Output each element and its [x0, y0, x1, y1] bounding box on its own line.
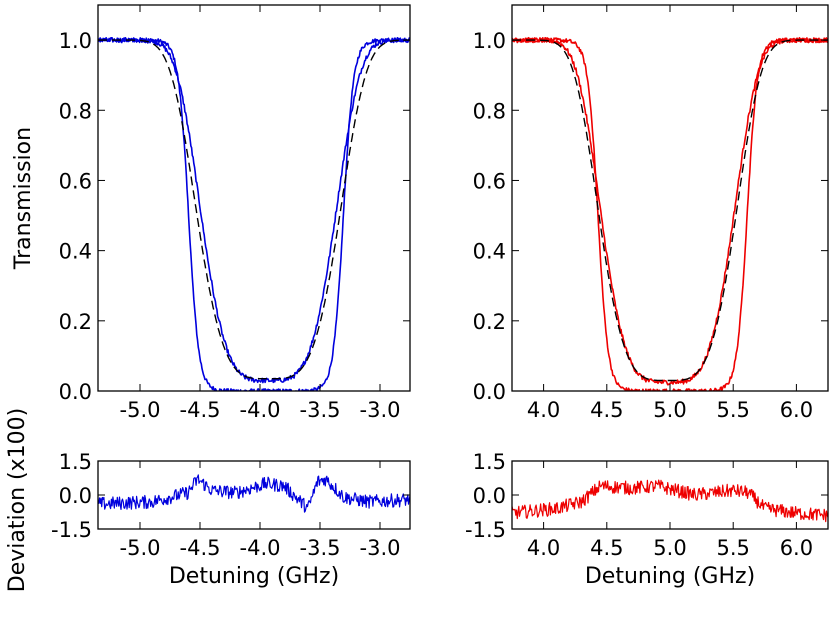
x-tick-label: 4.5 [590, 398, 623, 422]
x-tick-label: -3.0 [360, 536, 401, 560]
x-tick-label: -3.0 [360, 398, 401, 422]
x-tick-label: -5.0 [120, 398, 161, 422]
y-axis-label-deviation: Deviation (x100) [5, 408, 30, 592]
panel-trans-left: -5.0 -4.5 -4.0 -3.5 -3.0 0.0 0.2 0.4 0.6 0.8 1.0 [59, 4, 411, 422]
x-tick-label: 4.5 [590, 536, 623, 560]
series-deviation [98, 474, 410, 513]
y-tick-label: 0.0 [59, 380, 92, 404]
x-tick-label: -3.5 [300, 536, 341, 560]
x-axis-label: Detuning (GHz) [585, 564, 755, 589]
y-tick-label: 0.4 [59, 240, 92, 264]
y-tick-label: 0.0 [59, 484, 92, 508]
y-tick-label: 0.6 [59, 169, 92, 193]
y-tick-label: 0.8 [59, 99, 92, 123]
x-tick-label: -4.0 [240, 536, 281, 560]
series-narrow-trace [98, 37, 410, 391]
series-group [512, 36, 828, 391]
y-tick-label: 0.0 [473, 380, 506, 404]
panel-trans-right: 4.0 4.5 5.0 5.5 6.0 0.0 0.2 0.4 0.6 0.8 1.0 [473, 4, 829, 422]
series-group [98, 36, 410, 391]
x-tick-label: 4.0 [527, 536, 560, 560]
y-tick-label: 0.2 [473, 310, 506, 334]
y-tick-label: 0.6 [473, 169, 506, 193]
x-tick-label: -3.5 [300, 398, 341, 422]
x-tick-label: -5.0 [120, 536, 161, 560]
series-fit [512, 39, 828, 382]
series-narrow-trace [512, 37, 828, 391]
series-wide-trace [512, 36, 828, 386]
y-tick-label: 1.0 [473, 29, 506, 53]
x-tick-label: -4.0 [240, 398, 281, 422]
x-tick-label: -4.5 [180, 398, 221, 422]
y-tick-label: -1.5 [465, 518, 506, 542]
x-tick-label: 5.5 [716, 398, 749, 422]
series-group [512, 479, 828, 523]
plot-frame [97, 4, 411, 392]
y-tick-label: 1.0 [59, 29, 92, 53]
x-tick-label: 5.0 [653, 398, 686, 422]
y-tick-label: 0.8 [473, 99, 506, 123]
x-tick-label: 5.0 [653, 536, 686, 560]
x-axis-label: Detuning (GHz) [169, 564, 339, 589]
panel-dev-left: -5.0 -4.5 -4.0 -3.5 -3.0 -1.5 0.0 1.5 Detuning (… [51, 450, 411, 589]
panel-dev-right: 4.0 4.5 5.0 5.5 6.0 -1.5 0.0 1.5 Detuning (GHz) [465, 450, 829, 589]
plot-frame [511, 4, 829, 392]
x-tick-label: 6.0 [780, 536, 813, 560]
x-tick-label: 5.5 [716, 536, 749, 560]
series-deviation [512, 479, 828, 523]
y-tick-label: 0.0 [473, 484, 506, 508]
x-tick-label: 4.0 [527, 398, 560, 422]
series-fit [98, 39, 410, 380]
y-tick-label: 0.4 [473, 240, 506, 264]
y-tick-label: -1.5 [51, 518, 92, 542]
x-tick-label: -4.5 [180, 536, 221, 560]
y-tick-label: 1.5 [473, 450, 506, 474]
y-tick-label: 0.2 [59, 310, 92, 334]
series-wide-trace [98, 36, 410, 384]
y-tick-label: 1.5 [59, 450, 92, 474]
series-group [98, 474, 410, 513]
y-axis-label-transmission: Transmission [11, 127, 36, 270]
x-tick-label: 6.0 [780, 398, 813, 422]
plot-frame [511, 460, 829, 530]
